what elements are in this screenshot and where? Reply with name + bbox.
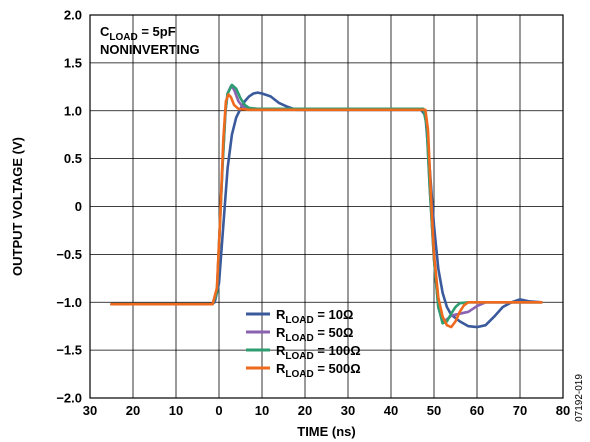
x-axis-label: TIME (ns) (297, 424, 356, 439)
y-axis-label: OUTPUT VOLTAGE (V) (10, 137, 25, 276)
x-tick-label: 10 (169, 403, 183, 418)
annotation-c: C (100, 24, 110, 39)
series-line-4 (110, 93, 543, 329)
legend-label-2: RLOAD = 50Ω (276, 325, 353, 344)
legend-label-4: RLOAD = 500Ω (276, 361, 361, 380)
y-tick-label: −1.5 (56, 343, 82, 358)
legend-label-3: RLOAD = 100Ω (276, 343, 361, 362)
y-tick-label: 0.5 (64, 151, 82, 166)
plot-frame (89, 14, 564, 399)
y-tick-label: −2.0 (56, 391, 82, 406)
x-tick-label: 30 (341, 403, 355, 418)
x-tick-label: 20 (298, 403, 312, 418)
annotation-sub: LOAD (109, 32, 137, 43)
legend-label-1: RLOAD = 10Ω (276, 307, 353, 326)
x-tick-label: 10 (255, 403, 269, 418)
series-lines (110, 83, 543, 329)
annotation-rest: = 5pF (138, 24, 176, 39)
x-tick-label: 40 (384, 403, 398, 418)
x-tick-label: 70 (513, 403, 527, 418)
y-tick-label: 1.0 (64, 103, 82, 118)
load-capacitance-annotation: CLOAD = 5pF NONINVERTING (100, 24, 200, 57)
annotation-line-1: CLOAD = 5pF (100, 24, 176, 43)
y-tick-label: 2.0 (64, 8, 82, 23)
x-tick-label: 50 (427, 403, 441, 418)
y-tick-label: −1.0 (56, 295, 82, 310)
grid (89, 14, 564, 399)
x-tick-label: 60 (470, 403, 484, 418)
annotation-line-2: NONINVERTING (100, 42, 200, 57)
x-tick-label: 80 (556, 403, 570, 418)
x-tick-label: 0 (215, 403, 222, 418)
y-tick-label: 1.5 (64, 55, 82, 70)
x-tick-label: 20 (126, 403, 140, 418)
y-tick-label: 0 (75, 199, 82, 214)
tick-labels: 30 20 10 0 10 20 30 40 50 60 70 80 −2.0 −1.5 −1.0 −0.5 0… (56, 8, 570, 419)
y-tick-label: −0.5 (56, 247, 82, 262)
figure-id: 07192-019 (574, 374, 585, 422)
x-tick-label: 30 (83, 403, 97, 418)
